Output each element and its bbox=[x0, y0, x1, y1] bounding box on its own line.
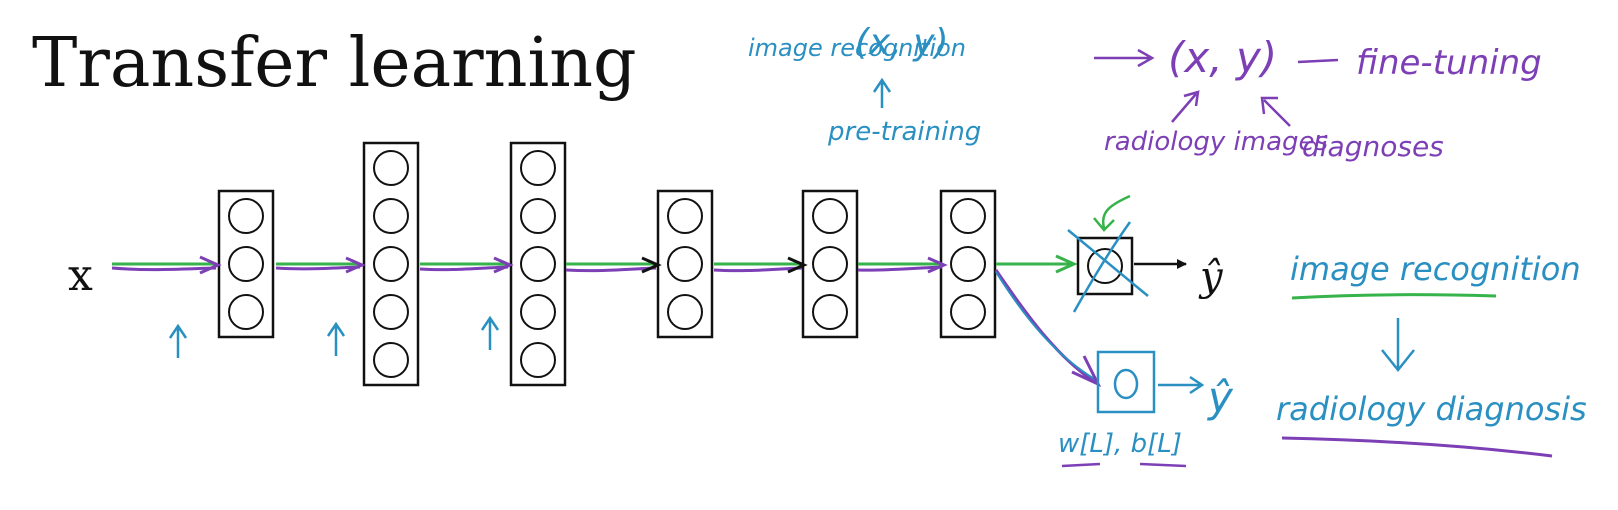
layer-3 bbox=[509, 141, 567, 387]
radiology-image-green-arrow bbox=[1093, 194, 1131, 232]
conn-6-new-purple bbox=[994, 269, 1099, 386]
conn-5-6-head bbox=[927, 256, 948, 274]
input-arrowhead bbox=[199, 255, 222, 275]
layer-2 bbox=[362, 141, 420, 387]
radiology-to-x-arrow bbox=[1171, 90, 1200, 123]
neuron bbox=[373, 246, 409, 282]
conn-2-3-purple bbox=[419, 265, 509, 272]
radiology-diagnosis-underline bbox=[1281, 436, 1553, 458]
neuron bbox=[950, 198, 986, 234]
finetune-input-arrow bbox=[1094, 48, 1155, 68]
diagnoses-to-y-arrow bbox=[1260, 96, 1291, 127]
conn-5-6-purple bbox=[857, 265, 943, 272]
new-output-arrow bbox=[1158, 375, 1205, 395]
xy-finetuning-label: (x, y) bbox=[1168, 33, 1277, 82]
neuron bbox=[667, 294, 703, 330]
new-weights-label: w[L], b[L] bbox=[1058, 429, 1182, 459]
xy-pretraining-label: (x, y) bbox=[855, 22, 949, 63]
conn-1-2-purple bbox=[275, 265, 361, 271]
layer-up-arrows bbox=[168, 315, 500, 358]
original-output-node bbox=[1076, 236, 1134, 296]
conn-3-4-head bbox=[641, 256, 662, 274]
neuron bbox=[373, 198, 409, 234]
neuron bbox=[228, 246, 264, 282]
pretraining-up-arrow bbox=[872, 77, 892, 108]
neuron bbox=[950, 246, 986, 282]
radiology-images-label: radiology images bbox=[1104, 127, 1328, 157]
neuron bbox=[373, 150, 409, 186]
conn-6-new-blue bbox=[995, 271, 1097, 381]
cross-out-mark bbox=[1067, 221, 1149, 313]
layer-connections bbox=[111, 254, 1102, 388]
neuron bbox=[228, 198, 264, 234]
task-transfer-down-arrow bbox=[1381, 318, 1415, 373]
slide-title: Transfer learning bbox=[32, 24, 637, 103]
network-layers bbox=[217, 141, 997, 387]
new-output-yhat-label: ŷ bbox=[1206, 373, 1234, 422]
neuron bbox=[373, 294, 409, 330]
neuron bbox=[520, 342, 556, 378]
up-arrow-2 bbox=[326, 321, 346, 356]
layer-box bbox=[362, 141, 420, 387]
input-arrow-purple bbox=[111, 266, 217, 272]
conn-6-out-head bbox=[1055, 254, 1078, 274]
neuron bbox=[520, 294, 556, 330]
weights-underline bbox=[1061, 462, 1187, 468]
radiology-diagnosis-label: radiology diagnosis bbox=[1276, 390, 1587, 428]
conn-1-2-head bbox=[345, 256, 366, 274]
input-x-label: x bbox=[68, 250, 93, 301]
new-output-node bbox=[1096, 350, 1156, 414]
neuron bbox=[520, 150, 556, 186]
up-arrow-1 bbox=[168, 323, 188, 358]
image-recognition-small-label: image recognition bbox=[748, 34, 966, 62]
fine-tuning-label: fine-tuning bbox=[1356, 43, 1542, 83]
layer-5 bbox=[801, 189, 859, 339]
neuron bbox=[667, 246, 703, 282]
neuron bbox=[812, 246, 848, 282]
neuron bbox=[812, 198, 848, 234]
neuron bbox=[950, 294, 986, 330]
output-yhat-label: ŷ bbox=[1198, 254, 1224, 300]
neuron bbox=[373, 342, 409, 378]
neuron bbox=[667, 198, 703, 234]
neuron bbox=[228, 294, 264, 330]
image-recognition-label: image recognition bbox=[1290, 250, 1581, 288]
up-arrow-3 bbox=[480, 315, 500, 350]
layer-1 bbox=[217, 189, 275, 339]
neuron bbox=[520, 246, 556, 282]
layer-4 bbox=[656, 189, 714, 339]
layer-6 bbox=[939, 189, 997, 339]
pre-training-label: pre-training bbox=[827, 117, 981, 147]
diagnoses-label: diagnoses bbox=[1302, 130, 1444, 163]
conn-4-5-head bbox=[787, 256, 808, 274]
finetune-dash bbox=[1297, 58, 1339, 64]
neuron bbox=[812, 294, 848, 330]
neuron bbox=[520, 198, 556, 234]
conn-2-3-head bbox=[493, 256, 514, 274]
image-recognition-underline bbox=[1291, 293, 1497, 300]
